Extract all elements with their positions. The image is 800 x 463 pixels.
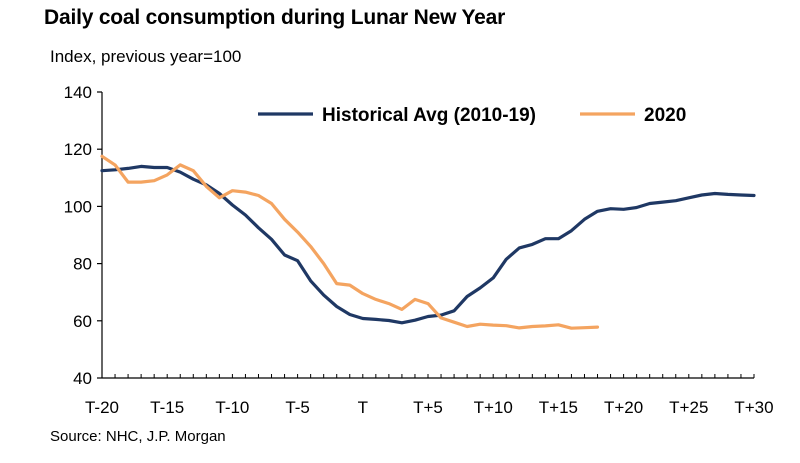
chart-axes: 40 60 80 100 120 140 T-20 T-15 T-10 T-5 T T+5 T+10 T+… [64,83,774,417]
y-tick-label: 140 [64,83,92,102]
y-tick-label: 120 [64,140,92,159]
y-tick-label: 80 [73,255,92,274]
y-tick-label: 60 [73,312,92,331]
series-line-2020 [100,154,600,330]
x-tick-label: T-10 [215,398,249,417]
x-tick-label: T+25 [669,398,708,417]
series-line-historical [100,164,756,325]
x-tick-label: T [358,398,368,417]
x-tick-label: T-5 [285,398,310,417]
x-tick-label: T+15 [539,398,578,417]
chart-source: Source: NHC, J.P. Morgan [50,428,226,445]
x-tick-label: T+10 [474,398,513,417]
x-tick-label: T-15 [150,398,184,417]
chart-series [100,154,756,330]
x-tick-label: T-20 [85,398,119,417]
x-tick-label: T+5 [413,398,443,417]
chart-title: Daily coal consumption during Lunar New … [44,6,506,29]
legend-label: Historical Avg (2010-19) [322,105,536,126]
y-tick-label: 40 [73,369,92,388]
y-tick-label: 100 [64,197,92,216]
x-tick-label: T+20 [604,398,643,417]
x-tick-label: T+30 [734,398,773,417]
legend-label: 2020 [644,105,686,126]
chart-legend: Historical Avg (2010-19) 2020 [258,105,686,126]
chart-subtitle: Index, previous year=100 [50,47,242,66]
